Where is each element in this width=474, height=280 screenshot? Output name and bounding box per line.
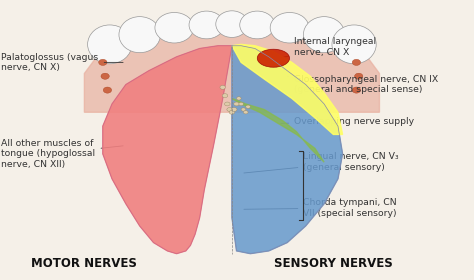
Ellipse shape <box>227 108 232 111</box>
Ellipse shape <box>103 87 111 93</box>
Ellipse shape <box>220 85 226 89</box>
Text: Chorda tympani, CN
VII (special sensory): Chorda tympani, CN VII (special sensory) <box>244 198 397 218</box>
Text: Lingual nerve, CN V₃
(general sensory): Lingual nerve, CN V₃ (general sensory) <box>244 153 399 173</box>
Polygon shape <box>232 46 343 254</box>
Ellipse shape <box>303 17 345 53</box>
Ellipse shape <box>241 108 246 111</box>
Text: SENSORY NERVES: SENSORY NERVES <box>274 257 393 270</box>
Polygon shape <box>103 46 232 254</box>
Ellipse shape <box>234 102 239 106</box>
Ellipse shape <box>246 105 250 108</box>
Ellipse shape <box>229 110 235 114</box>
Ellipse shape <box>240 11 275 39</box>
Ellipse shape <box>225 102 230 106</box>
Text: Overlapping nerve supply: Overlapping nerve supply <box>281 118 414 127</box>
Ellipse shape <box>270 13 309 43</box>
Polygon shape <box>84 21 380 112</box>
Ellipse shape <box>99 59 107 66</box>
Text: MOTOR NERVES: MOTOR NERVES <box>31 257 137 270</box>
Polygon shape <box>232 44 343 134</box>
Text: Palatoglossus (vagus
nerve, CN X): Palatoglossus (vagus nerve, CN X) <box>1 53 123 72</box>
Ellipse shape <box>244 111 248 114</box>
Ellipse shape <box>189 11 224 39</box>
Text: Internal laryngeal
nerve, CN X: Internal laryngeal nerve, CN X <box>281 38 376 58</box>
Polygon shape <box>232 98 324 162</box>
Ellipse shape <box>239 102 244 106</box>
Ellipse shape <box>237 97 241 100</box>
Ellipse shape <box>231 108 237 111</box>
Ellipse shape <box>257 49 290 67</box>
Text: All other muscles of
tongue (hypoglossal
nerve, CN XII): All other muscles of tongue (hypoglossal… <box>1 139 123 169</box>
Ellipse shape <box>222 94 228 98</box>
Ellipse shape <box>355 73 363 79</box>
Ellipse shape <box>332 25 376 64</box>
Ellipse shape <box>216 11 248 38</box>
Ellipse shape <box>155 13 194 43</box>
Ellipse shape <box>352 87 361 93</box>
Ellipse shape <box>88 25 132 64</box>
Ellipse shape <box>119 17 161 53</box>
Ellipse shape <box>352 59 361 66</box>
Ellipse shape <box>101 73 109 79</box>
Text: Glossopharyngeal nerve, CN IX
(general and special sense): Glossopharyngeal nerve, CN IX (general a… <box>287 75 438 94</box>
